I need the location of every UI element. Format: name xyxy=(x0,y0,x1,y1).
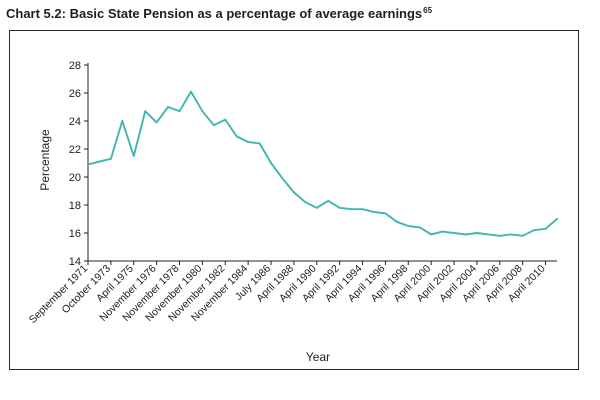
x-axis-title: Year xyxy=(306,350,330,364)
data-point xyxy=(87,163,89,166)
data-point xyxy=(487,233,490,236)
data-point xyxy=(212,124,215,127)
y-tick-label: 20 xyxy=(69,172,81,184)
data-point xyxy=(441,230,444,233)
data-point xyxy=(430,233,433,236)
y-axis-title: Percentage xyxy=(38,129,52,191)
y-axis: 14 16 18 20 22 24 26 28 xyxy=(69,60,89,268)
data-point xyxy=(338,206,341,209)
y-tick-label: 18 xyxy=(69,200,81,212)
series-layer xyxy=(87,90,558,237)
data-point xyxy=(144,110,147,113)
data-point xyxy=(327,199,330,202)
data-point xyxy=(361,208,364,211)
data-point xyxy=(418,226,421,229)
data-point xyxy=(121,120,124,122)
data-point xyxy=(178,110,181,113)
chart-title-text: Chart 5.2: Basic State Pension as a perc… xyxy=(6,6,423,21)
data-point xyxy=(315,206,318,209)
data-point xyxy=(201,110,204,113)
data-point xyxy=(510,233,513,236)
data-point xyxy=(373,211,375,213)
data-point xyxy=(453,232,455,234)
data-point xyxy=(350,208,352,211)
data-point xyxy=(544,227,547,230)
y-tick-label: 24 xyxy=(69,116,81,128)
data-point xyxy=(293,191,295,194)
data-point xyxy=(109,157,112,160)
series-line xyxy=(87,90,558,237)
data-point xyxy=(98,160,101,163)
y-tick-label: 14 xyxy=(69,256,81,268)
y-tick-label: 28 xyxy=(69,60,81,72)
data-point xyxy=(281,177,284,180)
chart-title: Chart 5.2: Basic State Pension as a perc… xyxy=(6,6,432,21)
data-point xyxy=(132,155,135,157)
data-point xyxy=(258,142,261,145)
data-point xyxy=(395,220,398,223)
y-tick-label: 16 xyxy=(69,228,81,240)
data-point xyxy=(224,118,227,121)
chart-frame xyxy=(9,30,579,370)
data-point xyxy=(556,218,558,220)
chart-title-footnote: 65 xyxy=(423,5,433,15)
data-point xyxy=(270,162,272,164)
data-point xyxy=(464,233,467,236)
data-point xyxy=(190,90,192,93)
data-point xyxy=(167,106,169,108)
data-point xyxy=(155,121,158,124)
data-point xyxy=(304,201,307,204)
data-point xyxy=(476,232,478,234)
data-point xyxy=(235,135,238,138)
y-tick-label: 22 xyxy=(69,144,81,156)
data-point xyxy=(247,141,250,143)
data-point xyxy=(533,229,536,232)
data-point xyxy=(521,234,524,237)
data-point xyxy=(498,234,501,237)
y-tick-label: 26 xyxy=(69,88,81,100)
data-point xyxy=(407,225,410,227)
data-point xyxy=(384,212,387,215)
